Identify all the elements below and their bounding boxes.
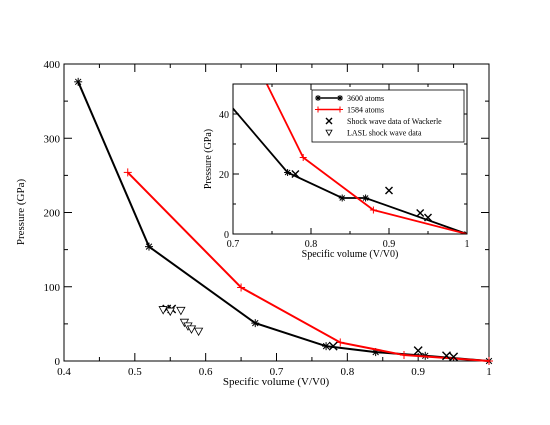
main-y-axis-label: Pressure (GPa): [15, 179, 27, 246]
data-point: [362, 194, 370, 202]
data-point: [413, 346, 423, 356]
data-point: [176, 306, 186, 316]
inset-series-group: [206, 78, 467, 234]
legend-label: Shock wave data of Wackerle: [347, 117, 442, 126]
y-tick-label: 300: [44, 133, 61, 145]
data-point: [424, 213, 432, 222]
legend-entry-lasl-shock-wave-data: LASL shock wave data: [325, 129, 422, 138]
y-tick-label: 100: [44, 282, 61, 294]
data-point: [145, 242, 153, 251]
y-tick-label: 20: [219, 170, 229, 181]
legend-marker: [315, 106, 321, 113]
series-3600-atoms: [206, 78, 467, 234]
x-tick-label: 0.8: [305, 239, 318, 250]
y-tick-label: 40: [219, 110, 229, 121]
data-point: [442, 351, 451, 361]
inset-y-axis: 0 20 40: [219, 110, 467, 241]
series-line: [265, 84, 467, 234]
x-tick-label: 1: [465, 239, 470, 250]
data-point: [74, 77, 83, 86]
x-tick-label: 1: [486, 366, 492, 378]
data-point: [449, 352, 459, 362]
series-shock-wave-data-of-wackerle: [162, 304, 459, 362]
data-point: [237, 283, 246, 292]
data-point: [463, 230, 467, 234]
data-point: [251, 319, 260, 328]
x-tick-label: 0.6: [199, 366, 213, 378]
x-tick-label: 0.9: [411, 366, 425, 378]
y-tick-label: 400: [44, 59, 61, 71]
legend-entry-1584-atoms: 1584 atoms: [315, 106, 384, 115]
data-point: [165, 307, 175, 317]
data-point: [385, 186, 393, 195]
data-point: [328, 341, 338, 351]
legend-marker: [337, 106, 343, 113]
main-series-group: [74, 77, 493, 365]
x-tick-label: 0.5: [128, 366, 142, 378]
data-point: [291, 170, 300, 178]
legend-label: LASL shock wave data: [347, 129, 422, 138]
x-tick-label: 0.9: [383, 239, 396, 250]
main-x-axis-label: Specific volume (V/V0): [223, 376, 330, 388]
y-tick-label: 200: [44, 208, 61, 220]
legend-entries: 3600 atoms 1584 atoms Shock wave data of W…: [315, 94, 442, 138]
data-point: [336, 338, 345, 347]
y-tick-label: 0: [55, 356, 61, 368]
data-point: [485, 357, 493, 365]
series-shock-wave-data-of-wackerle: [291, 170, 432, 222]
data-point: [284, 169, 292, 176]
main-x-axis: 0.4 0.5 0.6 0.7 0.8 0.9 1: [57, 64, 492, 378]
series-lasl-shock-wave-data: [158, 306, 204, 337]
data-point: [193, 327, 204, 337]
inset-x-axis-label: Specific volume (V/V0): [302, 249, 399, 260]
data-point: [322, 342, 331, 351]
legend-label: 1584 atoms: [347, 106, 384, 115]
x-tick-label: 0.4: [57, 366, 71, 378]
data-point: [369, 206, 377, 214]
legend-entry-3600-atoms: 3600 atoms: [315, 94, 384, 103]
x-tick-label: 0.7: [227, 239, 240, 250]
y-tick-label: 0: [224, 230, 229, 241]
data-point: [123, 168, 132, 177]
data-point: [206, 78, 213, 85]
legend-entry-shock-wave-data-of-wackerle: Shock wave data of Wackerle: [325, 117, 442, 126]
inset-y-axis-label: Pressure (GPa): [203, 129, 214, 189]
legend-marker: [325, 117, 333, 125]
legend-marker: [315, 95, 321, 101]
data-point: [338, 194, 346, 202]
inset-legend: 3600 atoms 1584 atoms Shock wave data of W…: [311, 89, 465, 143]
data-point: [400, 351, 408, 360]
data-point: [416, 209, 425, 217]
x-tick-label: 0.8: [340, 366, 354, 378]
series-1584-atoms: [123, 168, 493, 365]
legend-label: 3600 atoms: [347, 94, 384, 103]
data-point: [186, 325, 197, 334]
data-point: [299, 154, 307, 161]
x-tick-label: 0.7: [270, 366, 284, 378]
legend-marker: [325, 129, 333, 137]
series-1584-atoms: [265, 84, 467, 234]
legend-marker: [337, 95, 343, 101]
data-point: [158, 306, 168, 315]
inset-x-axis: 0.7 0.8 0.9 1: [227, 84, 470, 250]
